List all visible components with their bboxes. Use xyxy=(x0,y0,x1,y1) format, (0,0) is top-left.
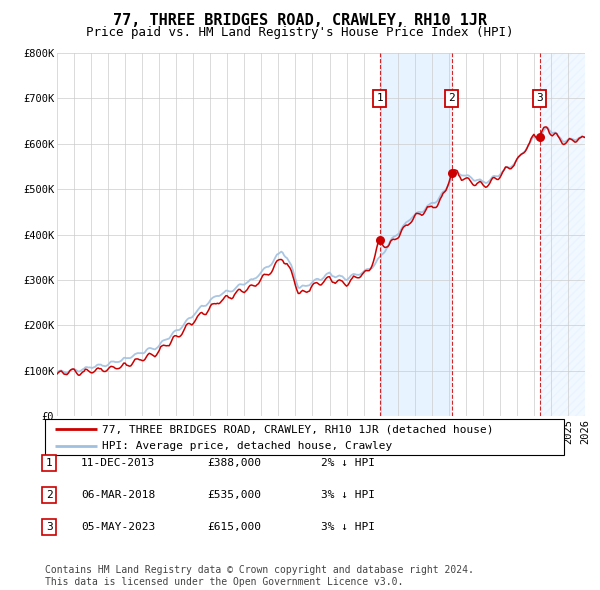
Text: £535,000: £535,000 xyxy=(207,490,261,500)
Text: 2: 2 xyxy=(448,93,455,103)
Text: 05-MAY-2023: 05-MAY-2023 xyxy=(81,522,155,532)
Text: Price paid vs. HM Land Registry's House Price Index (HPI): Price paid vs. HM Land Registry's House … xyxy=(86,26,514,39)
Text: 2: 2 xyxy=(46,490,53,500)
Text: 1: 1 xyxy=(376,93,383,103)
Text: £388,000: £388,000 xyxy=(207,458,261,468)
Text: 2% ↓ HPI: 2% ↓ HPI xyxy=(321,458,375,468)
Text: 11-DEC-2013: 11-DEC-2013 xyxy=(81,458,155,468)
Text: £615,000: £615,000 xyxy=(207,522,261,532)
Bar xyxy=(380,53,452,416)
Text: HPI: Average price, detached house, Crawley: HPI: Average price, detached house, Craw… xyxy=(102,441,392,451)
Text: 3% ↓ HPI: 3% ↓ HPI xyxy=(321,522,375,532)
Bar xyxy=(539,53,585,416)
Text: 1: 1 xyxy=(46,458,53,468)
Text: 3: 3 xyxy=(46,522,53,532)
Text: 06-MAR-2018: 06-MAR-2018 xyxy=(81,490,155,500)
FancyBboxPatch shape xyxy=(45,419,564,455)
Text: 3% ↓ HPI: 3% ↓ HPI xyxy=(321,490,375,500)
Text: Contains HM Land Registry data © Crown copyright and database right 2024.
This d: Contains HM Land Registry data © Crown c… xyxy=(45,565,474,587)
Text: 77, THREE BRIDGES ROAD, CRAWLEY, RH10 1JR (detached house): 77, THREE BRIDGES ROAD, CRAWLEY, RH10 1J… xyxy=(102,424,494,434)
Text: 3: 3 xyxy=(536,93,543,103)
Text: 77, THREE BRIDGES ROAD, CRAWLEY, RH10 1JR: 77, THREE BRIDGES ROAD, CRAWLEY, RH10 1J… xyxy=(113,13,487,28)
